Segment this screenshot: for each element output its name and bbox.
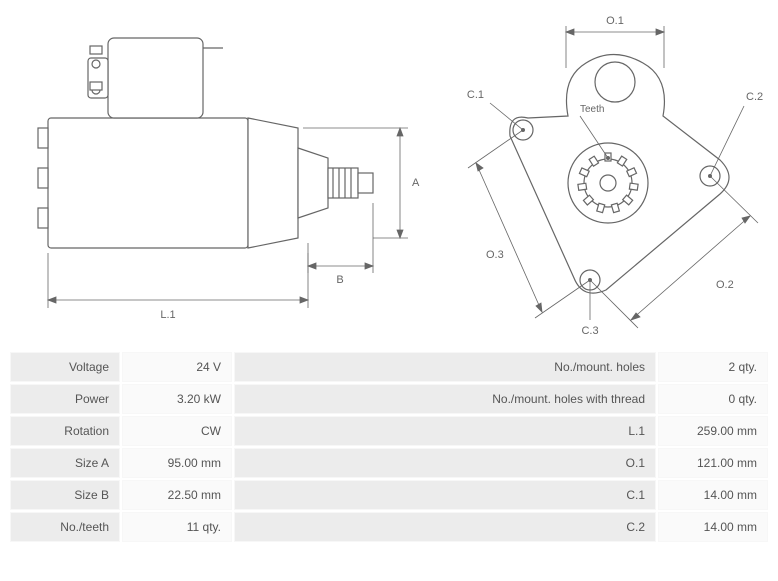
dim-label-L1: L.1 (160, 309, 175, 321)
spec-label: Voltage (10, 352, 120, 382)
table-row: RotationCWL.1259.00 mm (10, 416, 768, 446)
spec-value: 11 qty. (122, 512, 232, 542)
side-view-diagram: L.1 A B (8, 8, 428, 338)
dim-label-A: A (412, 177, 420, 189)
spec-label: No./mount. holes with thread (234, 384, 656, 414)
spec-value: 95.00 mm (122, 448, 232, 478)
spec-label: C.1 (234, 480, 656, 510)
spec-value: 2 qty. (658, 352, 768, 382)
spec-label: L.1 (234, 416, 656, 446)
spec-value: 121.00 mm (658, 448, 768, 478)
diagram-area: L.1 A B (8, 8, 770, 338)
dim-label-C1: C.1 (467, 89, 484, 101)
spec-value: 14.00 mm (658, 512, 768, 542)
spec-value: CW (122, 416, 232, 446)
spec-value: 22.50 mm (122, 480, 232, 510)
table-row: Voltage24 VNo./mount. holes2 qty. (10, 352, 768, 382)
spec-label: C.2 (234, 512, 656, 542)
spec-label: Rotation (10, 416, 120, 446)
front-view-diagram: O.1 C.1 C.2 C.3 Teeth (438, 8, 768, 338)
dim-label-teeth: Teeth (580, 104, 604, 115)
spec-value: 259.00 mm (658, 416, 768, 446)
dim-label-O3: O.3 (486, 249, 504, 261)
spec-label: O.1 (234, 448, 656, 478)
dim-label-C2: C.2 (746, 91, 763, 103)
spec-value: 24 V (122, 352, 232, 382)
spec-label: No./mount. holes (234, 352, 656, 382)
spec-value: 0 qty. (658, 384, 768, 414)
dim-label-O1: O.1 (606, 15, 624, 27)
spec-label: Power (10, 384, 120, 414)
table-row: Power3.20 kWNo./mount. holes with thread… (10, 384, 768, 414)
dim-label-O2: O.2 (716, 279, 734, 291)
spec-value: 14.00 mm (658, 480, 768, 510)
dim-label-C3: C.3 (581, 325, 598, 337)
spec-label: Size B (10, 480, 120, 510)
table-row: Size A95.00 mmO.1121.00 mm (10, 448, 768, 478)
dim-label-B: B (336, 274, 343, 286)
table-row: No./teeth11 qty.C.214.00 mm (10, 512, 768, 542)
spec-label: No./teeth (10, 512, 120, 542)
spec-value: 3.20 kW (122, 384, 232, 414)
spec-label: Size A (10, 448, 120, 478)
table-row: Size B22.50 mmC.114.00 mm (10, 480, 768, 510)
spec-table: Voltage24 VNo./mount. holes2 qty.Power3.… (8, 350, 770, 544)
